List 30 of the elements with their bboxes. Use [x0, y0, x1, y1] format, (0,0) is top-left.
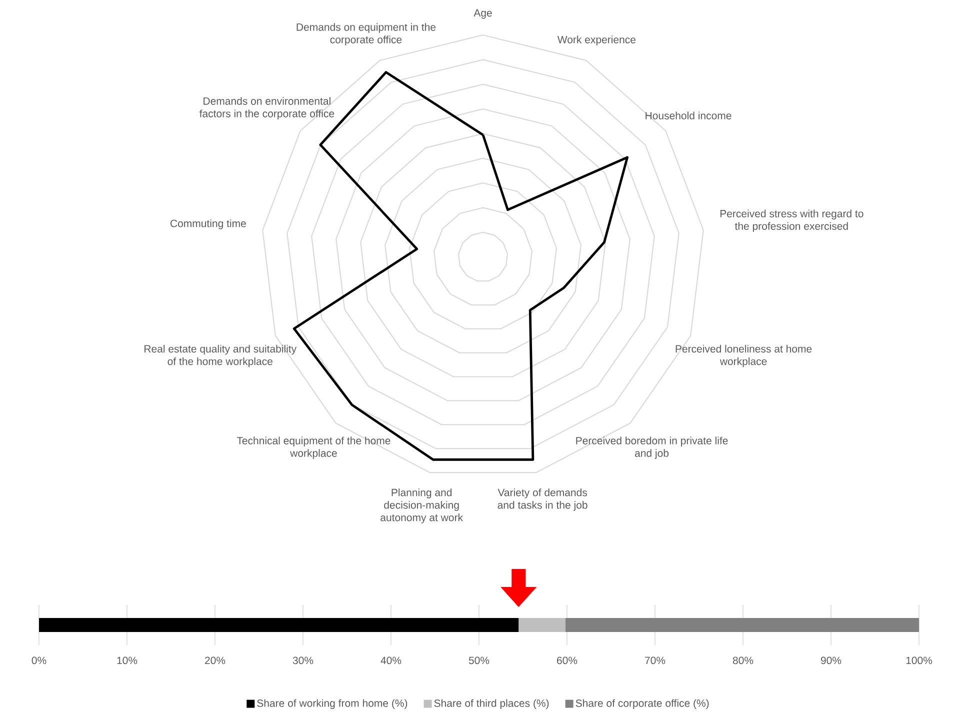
x-tick-label: 10% — [117, 656, 138, 664]
x-tick-label: 70% — [645, 656, 666, 664]
legend-label: Share of third places (%) — [434, 699, 549, 709]
spoke-label: Real estate quality and suitability of the home workplace — [144, 344, 297, 367]
spoke-label: Commuting time — [170, 219, 246, 230]
x-tick-label: 20% — [205, 656, 226, 664]
spoke-label: Variety of demands and tasks in the job — [498, 488, 588, 511]
bar — [518, 618, 566, 632]
x-tick-label: 40% — [380, 656, 402, 664]
x-tick-label: 0% — [32, 656, 46, 664]
x-tick-label: 100% — [906, 656, 932, 664]
x-tick-label: 80% — [732, 656, 754, 664]
spoke-label: Demands on environmental factors in the corporate office — [199, 96, 334, 120]
legend-label: Share of working from home (%) — [257, 699, 408, 709]
spoke-label: Demands on equipment in the corporate office — [296, 22, 436, 46]
spoke-label: Perceived loneliness at home workplace — [676, 344, 812, 367]
spoke-label: Age — [474, 9, 492, 19]
legend-label: Share of corporate office (%) — [576, 699, 709, 709]
spoke-label: Work experience — [557, 35, 636, 46]
x-tick-label: 90% — [820, 656, 842, 664]
spoke-label: Household income — [646, 111, 732, 120]
x-tick-label: 30% — [292, 656, 314, 664]
bar — [565, 618, 920, 632]
spoke-label: Perceived boredom in private life and job — [576, 436, 728, 459]
spoke-label: Technical equipment of the home workplace — [236, 436, 390, 459]
spoke-label: Perceived stress with regard to the profession exercised — [720, 209, 864, 232]
spoke-label: Planning and decision-making autonomy at work — [380, 488, 464, 524]
x-tick-label: 60% — [557, 656, 578, 664]
bar — [39, 618, 519, 632]
x-tick-label: 50% — [468, 656, 490, 664]
